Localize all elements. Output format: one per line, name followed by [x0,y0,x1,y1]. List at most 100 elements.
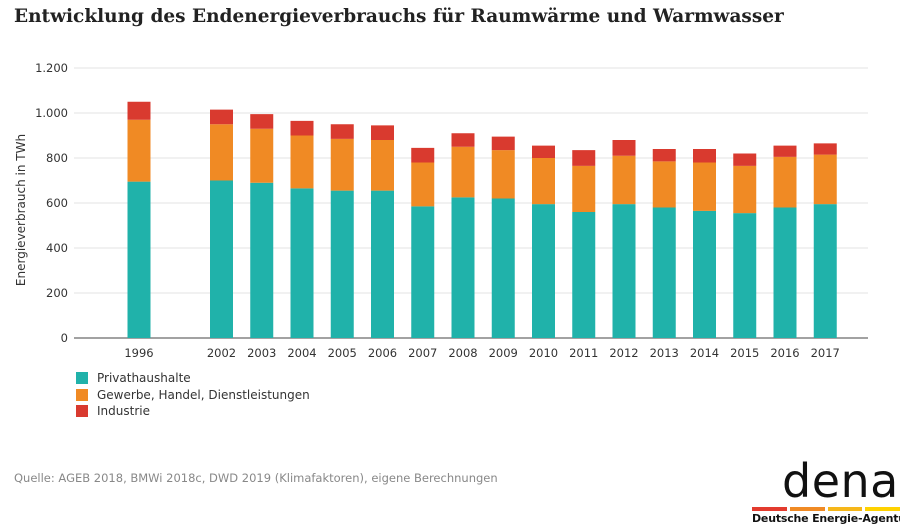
x-tick-label: 2005 [328,346,357,360]
logo-bar [752,507,787,511]
bar-segment-2014-0 [693,210,716,338]
legend-swatch [76,372,88,384]
bar-segment-2009-1 [491,150,515,199]
bar-segment-2016-0 [773,207,797,338]
bar-segment-2007-1 [411,162,435,207]
legend-item-industrie: Industrie [76,403,310,419]
bar-segment-2013-2 [652,149,676,162]
x-tick-label: 2014 [690,346,719,360]
bar-segment-2008-0 [451,197,475,338]
bar-segment-2005-2 [330,124,354,139]
dena-logo: dena Deutsche Energie-Agentur [752,454,900,527]
bar-segment-2003-0 [250,182,274,338]
bar-segment-2012-1 [612,155,636,205]
bar-segment-2002-0 [210,180,233,338]
logo-bar [827,507,863,511]
x-tick-label: 2003 [247,346,276,360]
bar-segment-2013-0 [652,207,676,338]
source-note: Quelle: AGEB 2018, BMWi 2018c, DWD 2019 … [14,471,498,485]
logo-tagline: Deutsche Energie-Agentur [752,512,900,525]
bar-segment-1996-1 [127,119,151,182]
x-tick-label: 2008 [448,346,477,360]
bar-segment-2014-1 [693,162,716,211]
bar-segment-2009-2 [491,136,515,151]
bar-segment-2015-0 [733,213,757,338]
bar-segment-2004-0 [290,188,314,338]
bar-segment-2008-2 [451,133,475,147]
bar-segment-2004-1 [290,135,314,189]
y-tick-label: 1.000 [35,106,68,120]
legend-label: Gewerbe, Handel, Dienstleistungen [97,387,310,402]
bar-segment-2016-1 [773,156,797,208]
chart-title: Entwicklung des Endenergieverbrauchs für… [14,6,784,27]
bar-segment-2003-1 [250,128,274,183]
legend-item-privathaushalte: Privathaushalte [76,370,310,386]
bar-segment-2011-2 [572,150,596,166]
x-tick-label: 2010 [529,346,558,360]
bar-segment-2007-0 [411,206,435,338]
x-tick-label: 1996 [124,346,153,360]
bar-segment-2012-2 [612,140,636,156]
y-axis-ticks: 0 200 400 600 800 1.000 1.200 [35,61,68,345]
legend-label: Privathaushalte [97,371,191,385]
x-tick-label: 2016 [770,346,799,360]
y-tick-label: 1.200 [35,61,68,75]
bar-segment-2015-1 [733,165,757,214]
x-axis-ticks: 1996 2002 2003 2004 2005 2006 2007 2008 2009 2010… [124,346,840,360]
legend: Privathaushalte Gewerbe, Handel, Dienstl… [76,370,310,420]
legend-swatch [76,388,88,401]
y-tick-label: 200 [46,286,68,300]
bar-segment-2007-2 [411,147,435,163]
bar-segment-2010-2 [532,145,555,158]
legend-label: Industrie [97,404,150,418]
x-tick-label: 2012 [609,346,638,360]
bar-segment-2006-0 [371,190,394,338]
x-tick-label: 2013 [650,346,679,360]
bar-segment-2005-1 [330,138,354,191]
y-axis-label: Energieverbrauch in TWh [14,134,28,286]
bar-segment-2008-1 [451,146,475,198]
bar-segment-2004-2 [290,120,314,136]
x-tick-label: 2007 [408,346,437,360]
logo-wordmark: dena [782,454,899,508]
bar-segment-2002-2 [210,109,233,125]
bars [127,101,837,338]
bar-segment-2006-2 [371,125,394,140]
x-tick-label: 2002 [207,346,236,360]
bar-segment-2011-0 [572,212,596,338]
legend-swatch [76,405,88,417]
y-tick-label: 800 [46,151,68,165]
bar-segment-2011-1 [572,165,596,212]
x-tick-label: 2009 [489,346,518,360]
bar-segment-2017-1 [813,154,837,205]
bar-segment-2010-0 [532,204,555,338]
bar-segment-2003-2 [250,114,274,129]
y-tick-label: 0 [61,331,68,345]
bar-segment-2006-1 [371,140,394,191]
bar-segment-2009-0 [491,198,515,338]
logo-bar [789,507,825,511]
x-tick-label: 2006 [368,346,397,360]
bar-segment-2015-2 [733,153,757,166]
bar-segment-2016-2 [773,145,797,157]
bar-segment-2014-2 [693,149,716,163]
bar-segment-2017-2 [813,143,837,155]
x-tick-label: 2011 [569,346,598,360]
x-tick-label: 2004 [287,346,316,360]
stacked-bar-chart: 0 200 400 600 800 1.000 1.200 Energieverbrauch… [14,61,868,360]
legend-item-ghd: Gewerbe, Handel, Dienstleistungen [76,387,310,403]
bar-segment-2002-1 [210,124,233,181]
y-tick-label: 400 [46,241,68,255]
y-tick-label: 600 [46,196,68,210]
bar-segment-1996-2 [127,101,151,120]
logo-bar [865,507,900,511]
bar-segment-2017-0 [813,204,837,338]
bar-segment-2012-0 [612,204,636,338]
bar-segment-2005-0 [330,190,354,338]
logo-color-bars [752,507,900,511]
bar-segment-2010-1 [532,158,555,205]
x-tick-label: 2017 [811,346,840,360]
bar-segment-2013-1 [652,161,676,208]
x-tick-label: 2015 [730,346,759,360]
bar-segment-1996-0 [127,181,151,338]
